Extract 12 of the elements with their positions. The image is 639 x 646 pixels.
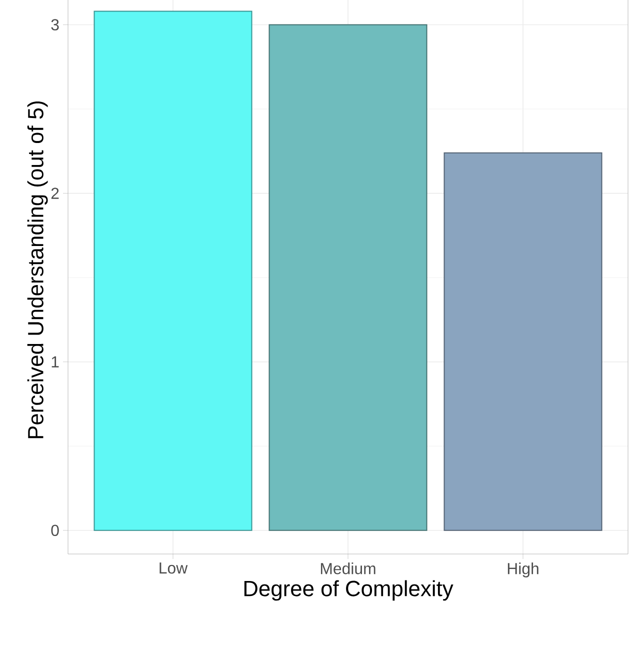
bar	[94, 10, 252, 531]
x-tick-label: Medium	[320, 562, 376, 574]
x-tick-label: High	[508, 562, 538, 578]
bar	[444, 152, 602, 531]
y-axis-title: Perceived Understanding (out of 5)	[27, 101, 48, 438]
bar	[268, 24, 428, 531]
x-tick-label: Low	[160, 562, 188, 574]
y-tick-label: 0	[51, 524, 59, 536]
y-tick-label: 2	[51, 188, 59, 199]
y-tick-label: 1	[52, 356, 59, 368]
y-tick-label: 3	[51, 19, 59, 30]
x-axis-title: Degree of Complexity	[244, 580, 454, 601]
